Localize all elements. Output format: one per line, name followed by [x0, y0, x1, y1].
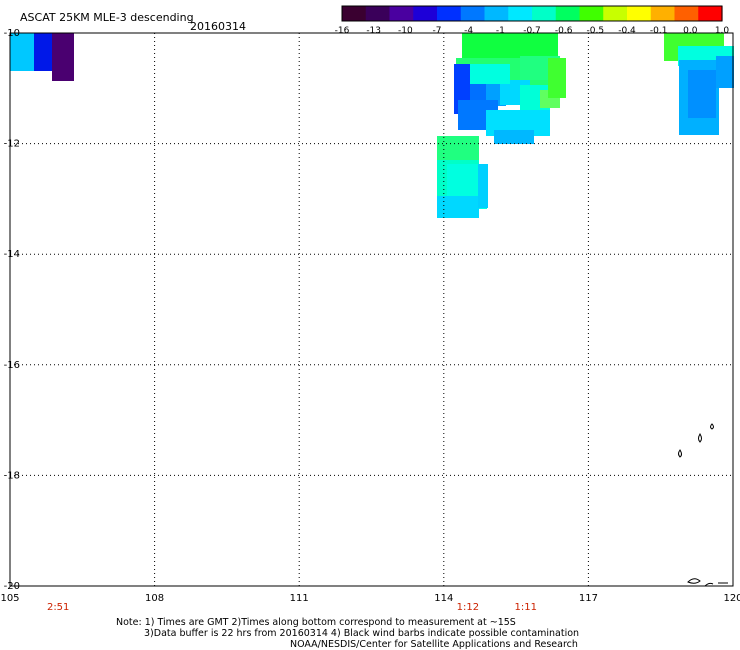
note-line-3: NOAA/NESDIS/Center for Satellite Applica… [290, 639, 578, 650]
wind-cell [470, 64, 510, 84]
island-outline [710, 423, 714, 430]
colorbar-tick-label: -1 [496, 26, 505, 36]
pass-time-label: 2:51 [47, 602, 69, 613]
colorbar-segment [460, 6, 486, 21]
colorbar [341, 5, 723, 22]
wind-cell [688, 70, 716, 118]
note-line-2: 3)Data buffer is 22 hrs from 20160314 4)… [144, 628, 580, 639]
colorbar-segment [650, 6, 676, 21]
colorbar-segment [579, 6, 604, 21]
colorbar-tick-label: -13 [366, 26, 381, 36]
map-title: ASCAT 25KM MLE-3 descending [20, 11, 194, 24]
colorbar-tick-label: -7 [433, 26, 442, 36]
wind-cell [10, 33, 36, 71]
colorbar-segment [603, 6, 628, 21]
wind-cell [478, 164, 488, 208]
longitude-label: 105 [0, 593, 19, 604]
latitude-label: -20 [4, 581, 20, 592]
colorbar-segment [555, 6, 581, 21]
latitude-label: -18 [4, 470, 20, 481]
colorbar-border [341, 5, 723, 22]
latitude-label: -14 [4, 249, 20, 260]
colorbar-tick-label: 1.0 [715, 26, 730, 36]
longitude-label: 120 [723, 593, 740, 604]
colorbar-tick-label: -10 [398, 26, 413, 36]
colorbar-tick-label: -0.1 [650, 26, 668, 36]
longitude-label: 114 [434, 593, 453, 604]
longitude-label: 111 [290, 593, 309, 604]
colorbar-tick-label: -0.5 [587, 26, 605, 36]
lat-lon-grid [9, 32, 734, 587]
island-outlines [678, 423, 728, 587]
colorbar-segment [484, 6, 509, 21]
colorbar-tick-label: -0.7 [523, 26, 541, 36]
pass-time-label: 1:12 [457, 602, 479, 613]
map-date: 20160314 [190, 20, 246, 33]
colorbar-segment [365, 6, 391, 21]
colorbar-tick-label: 0.0 [683, 26, 698, 36]
colorbar-segment [389, 6, 414, 21]
longitude-label: 117 [579, 593, 598, 604]
longitude-label: 108 [145, 593, 164, 604]
latitude-label: -10 [4, 28, 20, 39]
plot-frame [9, 32, 734, 587]
colorbar-ticks: -16 -13 -10 -7 -4 -1 -0.7 -0.6 -0.5 -0.4 -0.1 0.0 1.… [335, 26, 730, 36]
wind-cell [494, 130, 534, 144]
wind-cell [548, 58, 566, 98]
note-line-1: Note: 1) Times are GMT 2)Times along bot… [116, 617, 516, 628]
colorbar-segment [674, 6, 699, 21]
island-outline [678, 449, 682, 458]
wind-cell [716, 56, 734, 88]
colorbar-tick-label: -16 [335, 26, 350, 36]
latitude-label: -12 [4, 139, 20, 150]
colorbar-segment [532, 6, 557, 21]
island-outline [698, 433, 702, 443]
colorbar-segment [698, 6, 723, 21]
colorbar-segment [437, 6, 462, 21]
colorbar-segment [508, 6, 533, 21]
coastline [687, 578, 714, 587]
wind-cell [437, 196, 479, 218]
pass-time-label: 1:11 [515, 602, 537, 613]
axis-tick-labels: 105 108 111 114 117 120 -10 -12 -14 -16 -18 -20 2:51… [0, 28, 740, 613]
colorbar-segment [627, 6, 652, 21]
wind-cell [34, 33, 52, 71]
colorbar-segment [342, 6, 367, 21]
colorbar-tick-label: -4 [464, 26, 473, 36]
wind-cell [52, 33, 74, 81]
wind-data-swaths [10, 33, 734, 218]
colorbar-tick-label: -0.4 [618, 26, 636, 36]
colorbar-tick-label: -0.6 [555, 26, 573, 36]
colorbar-segment [413, 6, 438, 21]
latitude-label: -16 [4, 360, 20, 371]
